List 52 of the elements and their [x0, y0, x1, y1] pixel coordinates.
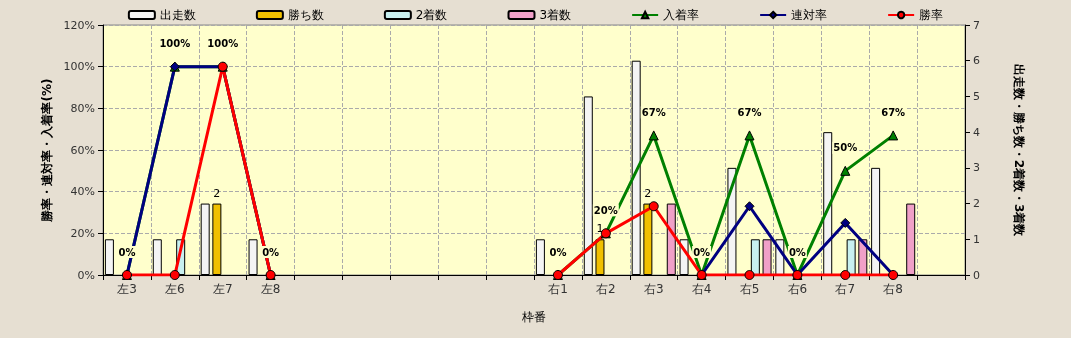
legend-label: 2着数	[415, 8, 448, 22]
y-tick-label: 40%	[70, 185, 95, 199]
data-label: 0%	[262, 246, 280, 258]
y-tick-label: 120%	[63, 18, 95, 32]
data-label: 0%	[118, 246, 136, 258]
legend-label: 出走数	[159, 8, 196, 22]
legend-label: 3着数	[539, 8, 572, 22]
y2-tick-label: 2	[973, 197, 980, 211]
x-tick-label: 右8	[883, 282, 903, 296]
y-axis-title: 勝率・連対率・入着率(%)	[39, 78, 54, 223]
legend-label: 連対率	[791, 8, 828, 22]
y-tick-label: 60%	[70, 143, 95, 157]
y2-tick-label: 4	[973, 125, 980, 139]
x-tick-label: 右3	[643, 282, 664, 296]
y-tick-label: 20%	[70, 226, 95, 240]
legend-label: 勝率	[919, 8, 944, 22]
y2-axis-title: 出走数・勝ち数・2着数・3着数	[1012, 63, 1026, 238]
y2-tick-label: 5	[973, 89, 980, 103]
x-tick-label: 右4	[691, 282, 712, 296]
x-tick-label: 左3	[117, 282, 137, 296]
data-label: 20%	[593, 204, 618, 216]
data-label: 50%	[833, 142, 858, 154]
x-axis-title: 枠番	[521, 310, 546, 324]
x-tick-label: 右5	[739, 282, 760, 296]
data-label: 0%	[549, 246, 567, 258]
y-tick-label: 80%	[70, 101, 95, 115]
data-label: 2	[213, 186, 221, 200]
legend-label: 勝ち数	[287, 8, 324, 22]
legend-label: 入着率	[663, 8, 700, 22]
x-tick-label: 右1	[548, 282, 568, 296]
data-label: 100%	[159, 38, 191, 50]
data-label: 67%	[641, 106, 666, 118]
data-label: 1	[596, 222, 604, 236]
y2-tick-label: 3	[973, 161, 980, 175]
data-label: 0%	[788, 246, 806, 258]
x-tick-label: 右2	[596, 282, 616, 296]
y-tick-label: 0%	[77, 268, 95, 282]
x-tick-label: 左8	[260, 282, 281, 296]
y2-tick-label: 1	[973, 232, 980, 246]
x-tick-label: 左7	[212, 282, 233, 296]
data-label: 100%	[207, 38, 239, 50]
x-tick-label: 右6	[787, 282, 808, 296]
data-label: 67%	[737, 106, 762, 118]
y-tick-label: 100%	[63, 60, 95, 74]
data-label: 2	[644, 186, 652, 200]
y2-tick-label: 0	[973, 268, 980, 282]
y2-tick-label: 7	[973, 18, 980, 32]
x-tick-label: 左6	[165, 282, 185, 296]
data-label: 67%	[881, 106, 906, 118]
y2-tick-label: 6	[973, 54, 980, 68]
data-label: 0%	[693, 246, 711, 258]
x-tick-label: 右7	[835, 282, 856, 296]
